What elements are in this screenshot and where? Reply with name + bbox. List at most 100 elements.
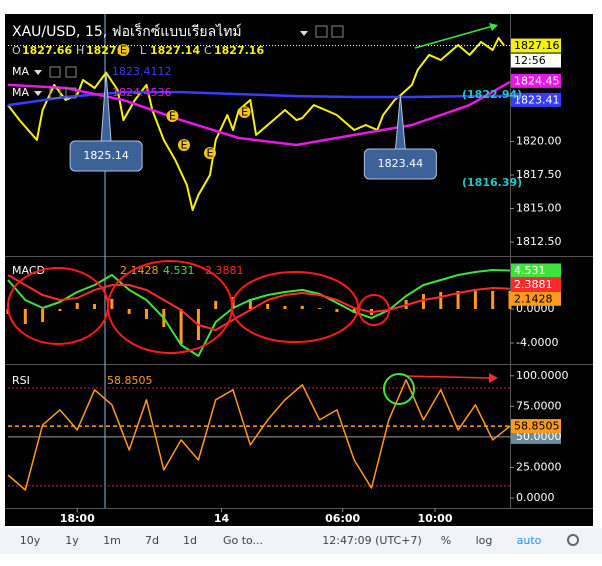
value-axis-label: 2.3881 xyxy=(514,278,553,291)
event-label: E xyxy=(169,110,176,123)
range-button[interactable]: 7d xyxy=(145,534,159,547)
event-label: E xyxy=(206,147,213,160)
arrow-head xyxy=(489,373,498,383)
ohlc-label: L xyxy=(140,44,147,57)
ma-axis-label: 1823.41 xyxy=(514,93,560,106)
histogram-bar xyxy=(41,308,45,322)
histogram-bar xyxy=(283,306,287,309)
toolbar xyxy=(0,528,602,554)
ohlc-label: C xyxy=(204,44,212,57)
value-axis-label: 2.1428 xyxy=(514,292,553,305)
price-note: (1822.94) xyxy=(462,88,522,101)
trend-arrow xyxy=(414,25,494,49)
event-marker[interactable] xyxy=(117,44,130,56)
histogram-bar xyxy=(266,303,270,309)
ohlc-value: 1827.66 xyxy=(22,44,72,57)
range-button[interactable]: 1m xyxy=(103,534,121,547)
histogram-bar xyxy=(421,294,425,309)
histogram-bar xyxy=(318,308,322,309)
rsi-line xyxy=(7,379,511,491)
range-button[interactable]: 1d xyxy=(183,534,197,547)
histogram-bar xyxy=(75,302,79,309)
layers: 1812.50 1815.00 1817.50 1820.00 O 1827.66 H 182… xyxy=(6,37,569,547)
event-marker[interactable] xyxy=(203,147,216,159)
indicator-title: RSI xyxy=(12,374,30,387)
clock: 12:47:09 (UTC+7) xyxy=(322,534,422,547)
x-tick-label: 06:00 xyxy=(325,512,360,525)
y-tick-label: 1815.00 xyxy=(516,202,562,215)
histogram-bar xyxy=(300,305,304,309)
indicator-title: MACD xyxy=(12,264,45,277)
y-tick-label: 1812.50 xyxy=(516,235,562,248)
histogram-bar xyxy=(248,298,252,309)
dropdown-icon[interactable] xyxy=(300,31,308,36)
histogram-bar xyxy=(473,291,477,309)
legend-value: 2.1428 xyxy=(120,264,159,277)
legend-icon[interactable] xyxy=(65,66,77,78)
y-tick-label: 100.0000 xyxy=(516,369,569,382)
y-tick-label: 0.0000 xyxy=(516,491,555,504)
y-tick-label: 1820.00 xyxy=(516,134,562,147)
last-price-label: 1827.16 xyxy=(514,39,560,52)
y-tick-label: 75.0000 xyxy=(516,399,562,412)
legend-name: MA xyxy=(12,86,29,99)
legend-dropdown[interactable] xyxy=(34,91,42,96)
histogram-bar xyxy=(335,308,339,312)
x-tick-label: 18:00 xyxy=(60,512,95,525)
y-tick-label: 50.0000 xyxy=(516,430,562,443)
event-marker[interactable] xyxy=(238,106,251,118)
y-tick-label: -4.0000 xyxy=(516,336,558,349)
histogram-bar xyxy=(93,304,97,309)
range-button[interactable]: 1y xyxy=(65,534,79,547)
legend-icon[interactable] xyxy=(49,87,61,99)
option-button[interactable]: auto xyxy=(517,534,542,547)
settings-icon[interactable] xyxy=(331,25,344,38)
ma-axis-label-box xyxy=(511,92,561,107)
highlight-circle xyxy=(383,373,415,405)
macd-line xyxy=(7,274,511,331)
histogram-bar xyxy=(439,291,443,309)
price-line xyxy=(7,37,505,211)
legend-dropdown[interactable] xyxy=(34,70,42,75)
event-marker[interactable] xyxy=(166,110,179,122)
histogram-bar xyxy=(58,308,62,312)
price-note: (1816.39) xyxy=(462,176,522,189)
histogram-bar xyxy=(456,290,460,309)
legend-name: MA xyxy=(12,65,29,78)
option-button[interactable]: % xyxy=(441,534,451,547)
x-tick-label: 10:00 xyxy=(417,512,452,525)
x-tick-label: 14 xyxy=(214,512,230,525)
settings-icon[interactable] xyxy=(315,25,328,38)
histogram-bar xyxy=(23,308,27,324)
last-price-label-box xyxy=(511,38,561,53)
ohlc-label: H xyxy=(76,44,84,57)
callout-label: 1823.44 xyxy=(378,157,424,170)
legend-icon[interactable] xyxy=(65,87,77,99)
histogram-bar xyxy=(144,308,148,320)
callout-label: 1825.14 xyxy=(83,149,129,162)
value-axis-label-box xyxy=(511,419,561,434)
histogram-bar xyxy=(508,290,512,309)
histogram-bar xyxy=(110,298,114,309)
histogram-bar xyxy=(491,290,495,309)
event-marker[interactable] xyxy=(177,139,190,151)
histogram-bar xyxy=(214,300,218,309)
event-label: E xyxy=(120,44,127,57)
ohlc-value: 1827.14 xyxy=(150,44,200,57)
y-tick-box xyxy=(511,429,561,444)
gear-icon[interactable] xyxy=(567,534,579,546)
range-button[interactable]: 10y xyxy=(20,534,41,547)
macd-line xyxy=(7,269,511,357)
chart-title: XAU/USD, 15, ฟอเร็กซ์แบบเรียลไทม์ xyxy=(12,22,242,40)
y-tick-label: 1817.50 xyxy=(516,168,562,181)
goto-button[interactable]: Go to... xyxy=(223,534,263,547)
callout-box xyxy=(69,140,143,172)
option-button[interactable]: log xyxy=(476,534,493,547)
event-label: E xyxy=(241,106,248,119)
legend-value: 4.531 xyxy=(163,264,195,277)
legend-icon[interactable] xyxy=(49,66,61,78)
event-label: E xyxy=(181,139,188,152)
ma-line xyxy=(7,80,511,147)
legend-value: 2.3881 xyxy=(205,264,244,277)
